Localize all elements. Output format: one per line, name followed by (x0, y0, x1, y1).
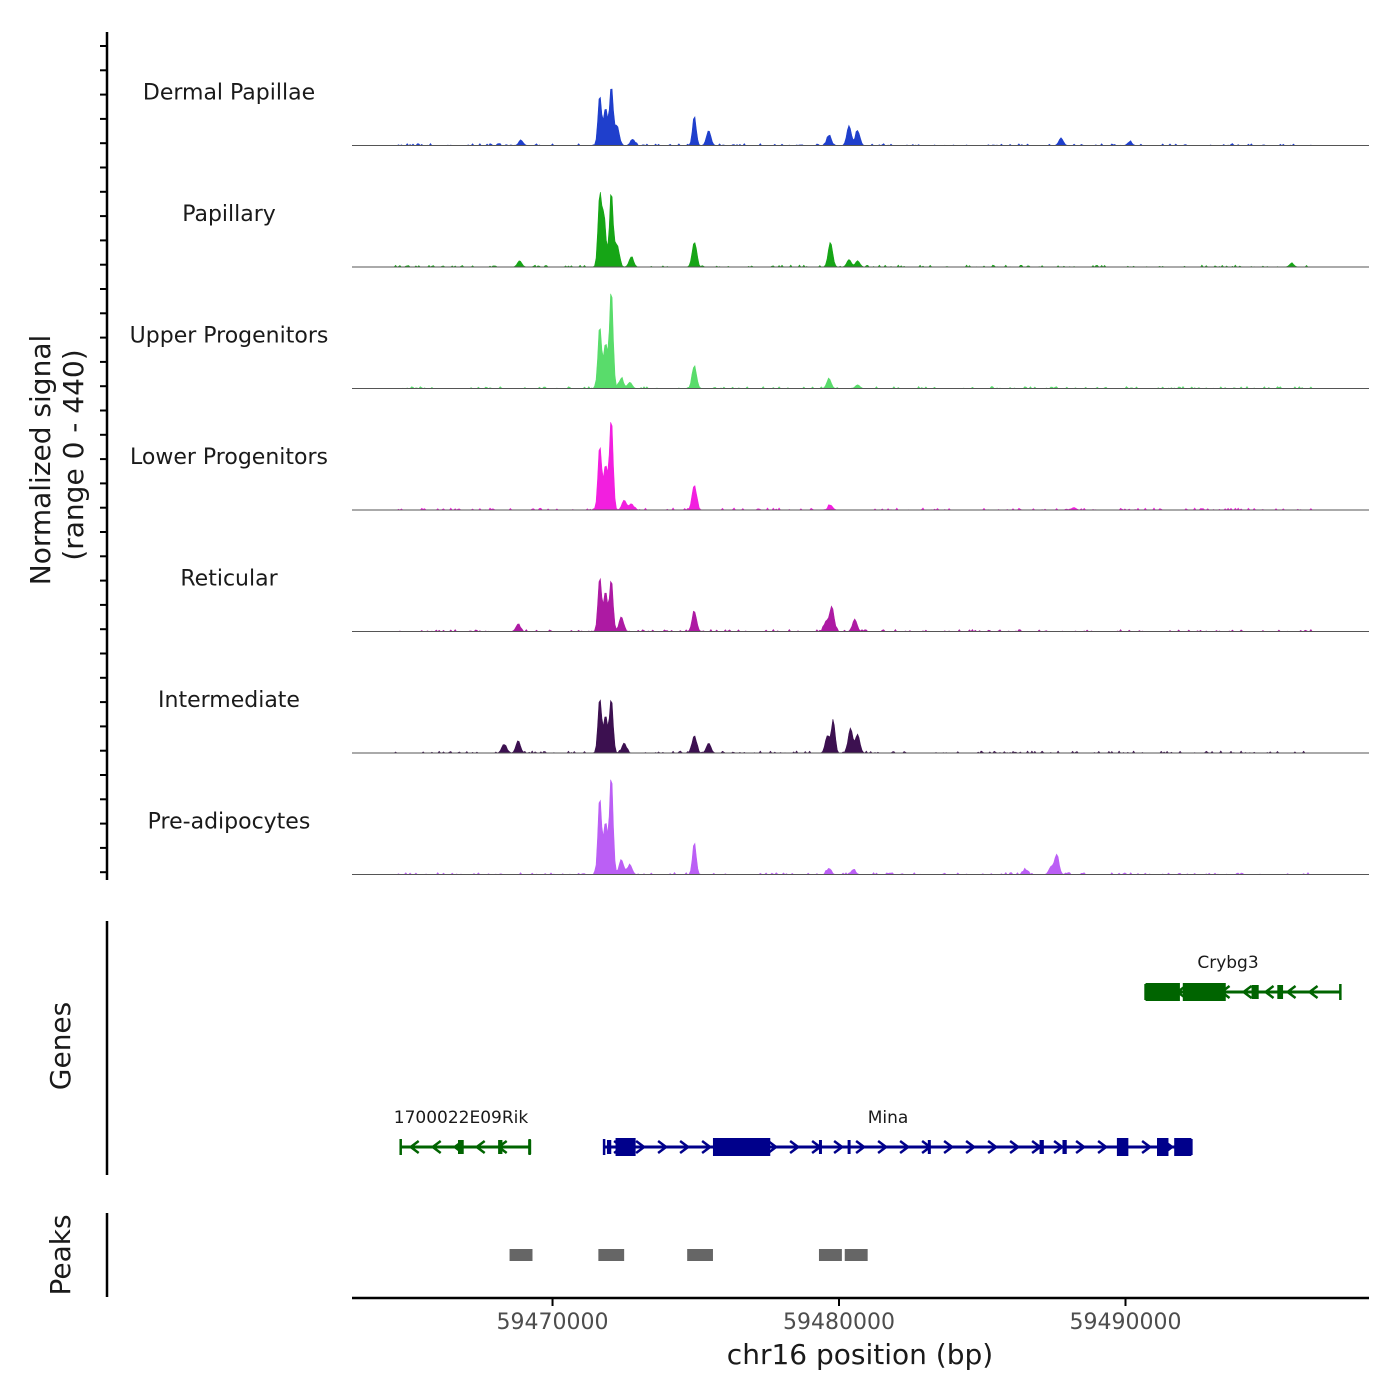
track-label: Lower Progenitors (130, 445, 328, 470)
track-label: Upper Progenitors (130, 324, 329, 349)
signal-tracks: Dermal Papillae Papillary Upper Progenitor… (130, 81, 1369, 875)
signal-track: Pre-adipocytes (148, 779, 1369, 875)
gene-name-label: Crybg3 (1197, 953, 1258, 973)
strand-arrow (833, 1140, 845, 1154)
strand-arrow (943, 1140, 955, 1154)
strand-arrow (1241, 985, 1253, 999)
signal-area (352, 422, 1369, 511)
peak-region (844, 1249, 868, 1261)
signal-track: Reticular (180, 567, 1369, 632)
peak-region (598, 1249, 625, 1261)
strand-arrow (1141, 1140, 1153, 1154)
strand-arrow (1097, 1140, 1109, 1154)
signal-area (352, 293, 1369, 389)
gene-name-label: 1700022E09Rik (394, 1108, 529, 1128)
gene-exon (1039, 1140, 1044, 1154)
signal-track: Dermal Papillae (143, 81, 1369, 146)
gene-exon (847, 1140, 851, 1154)
strand-arrow (1285, 985, 1297, 999)
strand-arrow (430, 1140, 442, 1154)
gene-exon (1174, 1138, 1192, 1156)
signal-area (352, 577, 1369, 632)
peak-track (509, 1249, 868, 1261)
signal-track: Papillary (182, 192, 1369, 268)
strand-arrow (1307, 985, 1319, 999)
x-axis-ticks: 59470000 59480000 59490000 (497, 1298, 1182, 1335)
signal-track: Intermediate (158, 688, 1369, 754)
track-label: Pre-adipocytes (148, 810, 311, 835)
gene-exon (1182, 983, 1226, 1001)
gene-model: 1700022E09Rik (394, 1108, 532, 1155)
gene-exon (1116, 1138, 1129, 1156)
gene-exon (498, 1140, 503, 1154)
peak-region (687, 1249, 713, 1261)
gene-exon (1251, 985, 1259, 999)
strand-arrow (657, 1140, 669, 1154)
gene-model: Mina (602, 1108, 1193, 1156)
strand-arrow (635, 1140, 647, 1154)
signal-track: Upper Progenitors (130, 293, 1369, 389)
track-label: Reticular (180, 567, 278, 592)
strand-arrow (1053, 1140, 1065, 1154)
strand-arrow (877, 1140, 889, 1154)
strand-arrow (701, 1140, 713, 1154)
track-label: Intermediate (158, 688, 300, 713)
strand-arrow (899, 1140, 911, 1154)
peak-region (509, 1249, 533, 1261)
strand-arrow (987, 1140, 999, 1154)
signal-axis (100, 32, 109, 880)
gene-exon (712, 1138, 771, 1156)
strand-arrow (855, 1140, 867, 1154)
gene-exon (457, 1140, 464, 1154)
gene-exon (606, 1140, 612, 1154)
gene-exon (927, 1140, 931, 1154)
gene-exon (1277, 985, 1284, 999)
strand-arrow (965, 1140, 977, 1154)
strand-arrow (767, 1140, 779, 1154)
track-label: Dermal Papillae (143, 81, 315, 106)
x-tick-label: 59470000 (497, 1310, 609, 1335)
signal-area (352, 192, 1369, 268)
strand-arrow (679, 1140, 691, 1154)
gene-exon (818, 1140, 822, 1154)
signal-area (352, 779, 1369, 875)
gene-name-label: Mina (868, 1108, 909, 1128)
genes-axis-label: Genes (44, 1002, 77, 1090)
strand-arrow (1263, 985, 1275, 999)
peak-region (818, 1249, 842, 1261)
gene-model: Crybg3 (1144, 953, 1342, 1001)
gene-exon (615, 1138, 636, 1156)
strand-arrow (1009, 1140, 1021, 1154)
signal-track: Lower Progenitors (130, 422, 1369, 511)
x-tick-label: 59480000 (783, 1310, 895, 1335)
gene-exon (1062, 1140, 1067, 1154)
strand-arrow (474, 1140, 486, 1154)
strand-arrow (789, 1140, 801, 1154)
y-axis-label: Normalized signal (24, 335, 57, 586)
track-label: Papillary (182, 202, 276, 227)
strand-arrow (408, 1140, 420, 1154)
x-tick-label: 59490000 (1070, 1310, 1182, 1335)
gene-exon (1157, 1138, 1169, 1156)
signal-area (352, 699, 1369, 754)
strand-arrow (1075, 1140, 1087, 1154)
gene-track: Crybg3 1700022E09Rik Mina (394, 953, 1342, 1156)
gene-exon (1145, 983, 1180, 1001)
y-axis-range-label: (range 0 - 440) (57, 349, 90, 560)
x-axis-label: chr16 position (bp) (727, 1338, 993, 1371)
peaks-axis-label: Peaks (44, 1214, 77, 1295)
signal-area (352, 88, 1369, 146)
